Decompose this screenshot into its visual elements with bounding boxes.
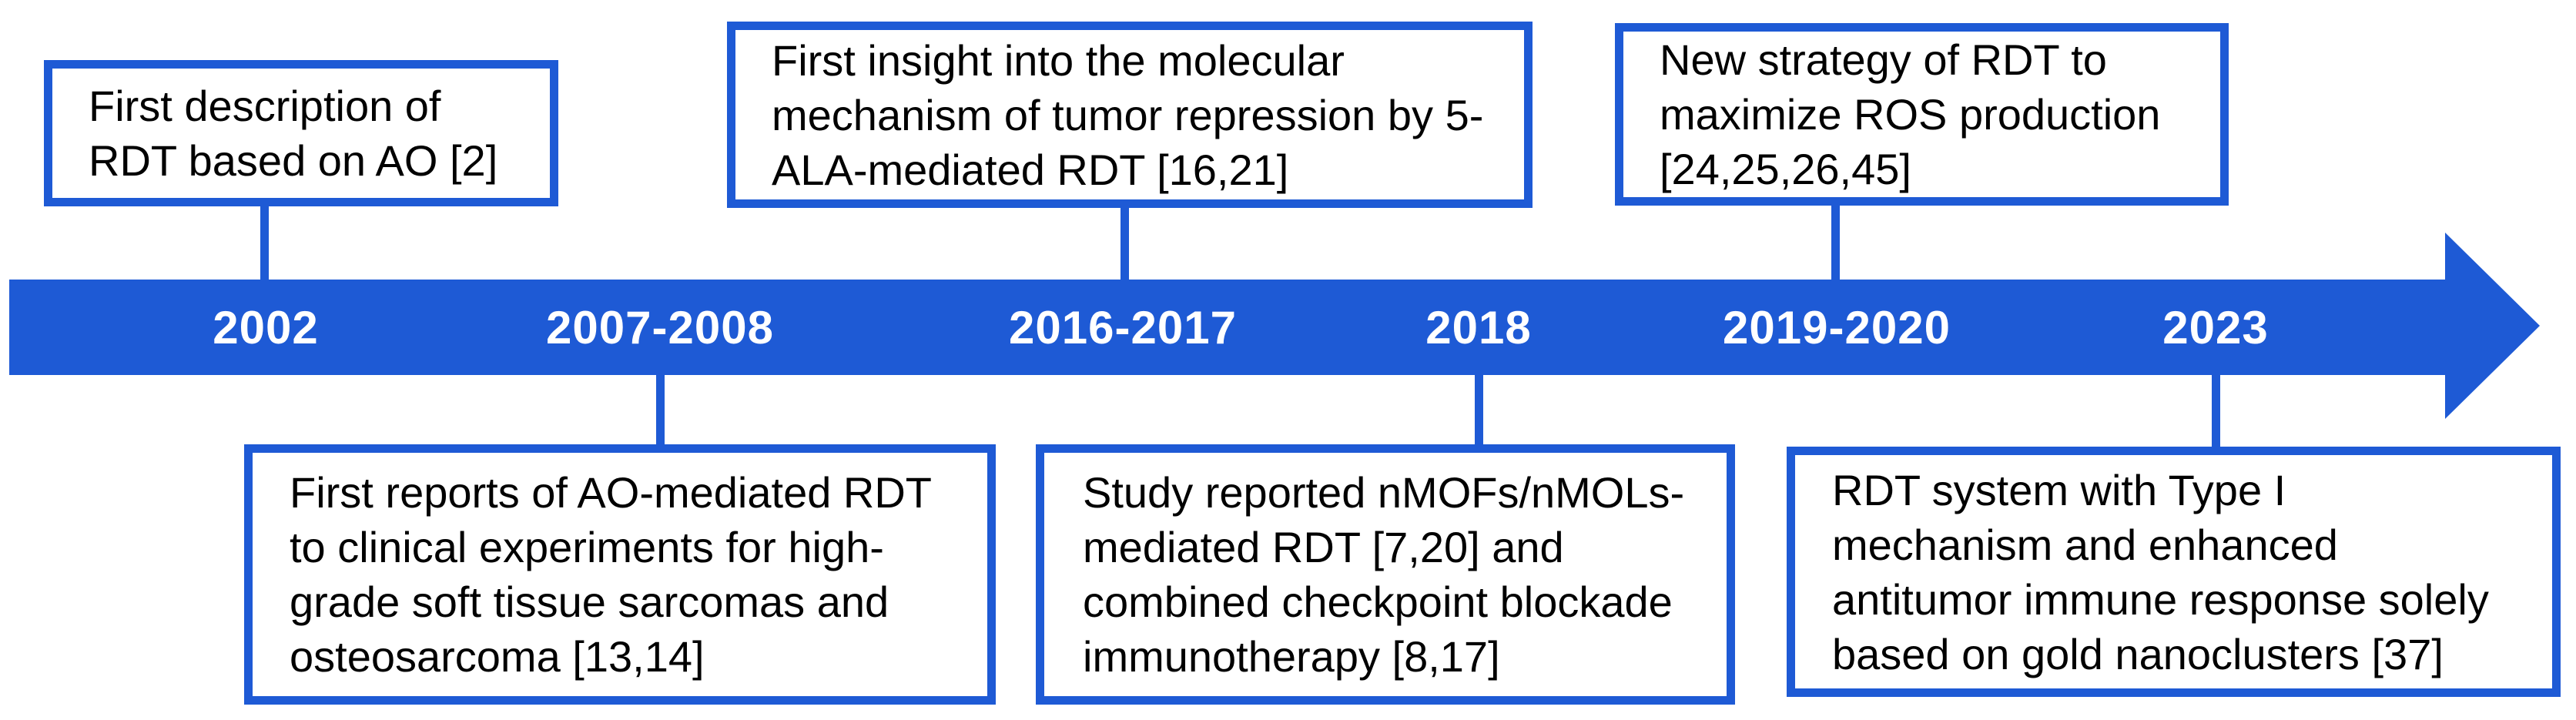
event-text-2007-2008: First reports of AO-mediated RDT to clin… bbox=[290, 468, 931, 681]
event-box-2016-2017: First insight into the molecular mechani… bbox=[727, 22, 1533, 208]
connector-2019-2020 bbox=[1831, 202, 1840, 283]
connector-2016-2017 bbox=[1121, 202, 1129, 283]
connector-2023 bbox=[2212, 371, 2220, 450]
year-label-2007-2008: 2007-2008 bbox=[546, 301, 774, 353]
event-box-2018: Study reported nMOFs/nMOLs-mediated RDT … bbox=[1036, 444, 1735, 705]
timeline-arrow-body bbox=[9, 280, 2445, 375]
event-box-2019-2020: New strategy of RDT to maximize ROS prod… bbox=[1615, 23, 2229, 206]
year-label-2002: 2002 bbox=[213, 301, 319, 353]
connector-2018 bbox=[1475, 371, 1483, 450]
year-label-2018: 2018 bbox=[1425, 301, 1532, 353]
year-label-2019-2020: 2019-2020 bbox=[1723, 301, 1951, 353]
event-text-2018: Study reported nMOFs/nMOLs-mediated RDT … bbox=[1083, 468, 1685, 681]
event-text-2016-2017: First insight into the molecular mechani… bbox=[772, 35, 1484, 194]
connector-2002 bbox=[260, 202, 269, 283]
event-text-2023: RDT system with Type I mechanism and enh… bbox=[1832, 465, 2489, 678]
event-text-2002: First description of RDT based on AO [2] bbox=[89, 82, 498, 185]
event-box-2023: RDT system with Type I mechanism and enh… bbox=[1787, 447, 2561, 697]
event-box-2002: First description of RDT based on AO [2] bbox=[44, 60, 558, 206]
connector-2007-2008 bbox=[656, 371, 665, 450]
event-text-2019-2020: New strategy of RDT to maximize ROS prod… bbox=[1660, 35, 2161, 193]
timeline-arrowhead-right-icon bbox=[2445, 233, 2540, 419]
event-box-2007-2008: First reports of AO-mediated RDT to clin… bbox=[244, 444, 996, 705]
year-label-2016-2017: 2016-2017 bbox=[1009, 301, 1237, 353]
year-label-2023: 2023 bbox=[2162, 301, 2269, 353]
